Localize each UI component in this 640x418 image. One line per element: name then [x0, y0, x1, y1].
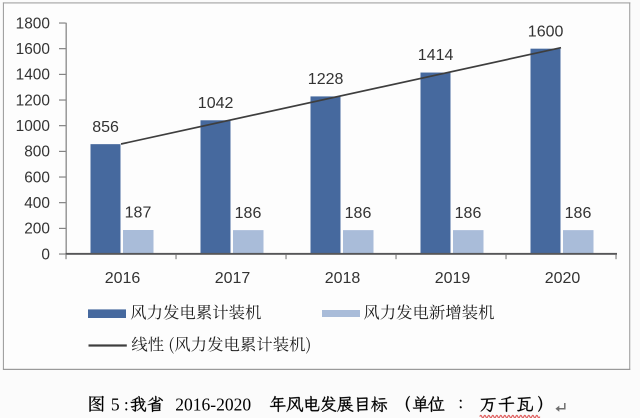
svg-text:1400: 1400 [16, 67, 50, 84]
svg-text::: : [124, 394, 129, 414]
svg-text:0: 0 [41, 246, 50, 263]
svg-text:1000: 1000 [16, 118, 50, 135]
svg-text:1200: 1200 [16, 92, 50, 109]
svg-text:2020: 2020 [545, 270, 581, 287]
svg-text:2019: 2019 [435, 270, 471, 287]
svg-text:1228: 1228 [308, 71, 344, 88]
svg-text:1600: 1600 [528, 23, 564, 40]
svg-text:800: 800 [24, 144, 50, 161]
svg-text:186: 186 [345, 205, 372, 222]
svg-text:187: 187 [125, 205, 152, 222]
svg-text:400: 400 [24, 195, 50, 212]
svg-text:186: 186 [235, 205, 262, 222]
svg-text:2018: 2018 [325, 270, 361, 287]
svg-text:2017: 2017 [215, 270, 251, 287]
svg-text:186: 186 [565, 205, 592, 222]
svg-text:5: 5 [111, 394, 120, 414]
svg-text:2016-2020: 2016-2020 [175, 394, 251, 414]
svg-text:1600: 1600 [16, 41, 50, 58]
svg-text:1414: 1414 [418, 47, 454, 64]
svg-text:2016: 2016 [105, 270, 141, 287]
svg-text:186: 186 [455, 205, 482, 222]
svg-text:1042: 1042 [198, 95, 234, 112]
svg-text:1800: 1800 [16, 15, 50, 32]
svg-text:200: 200 [24, 221, 50, 238]
svg-text:600: 600 [24, 169, 50, 186]
svg-text:856: 856 [92, 119, 119, 136]
